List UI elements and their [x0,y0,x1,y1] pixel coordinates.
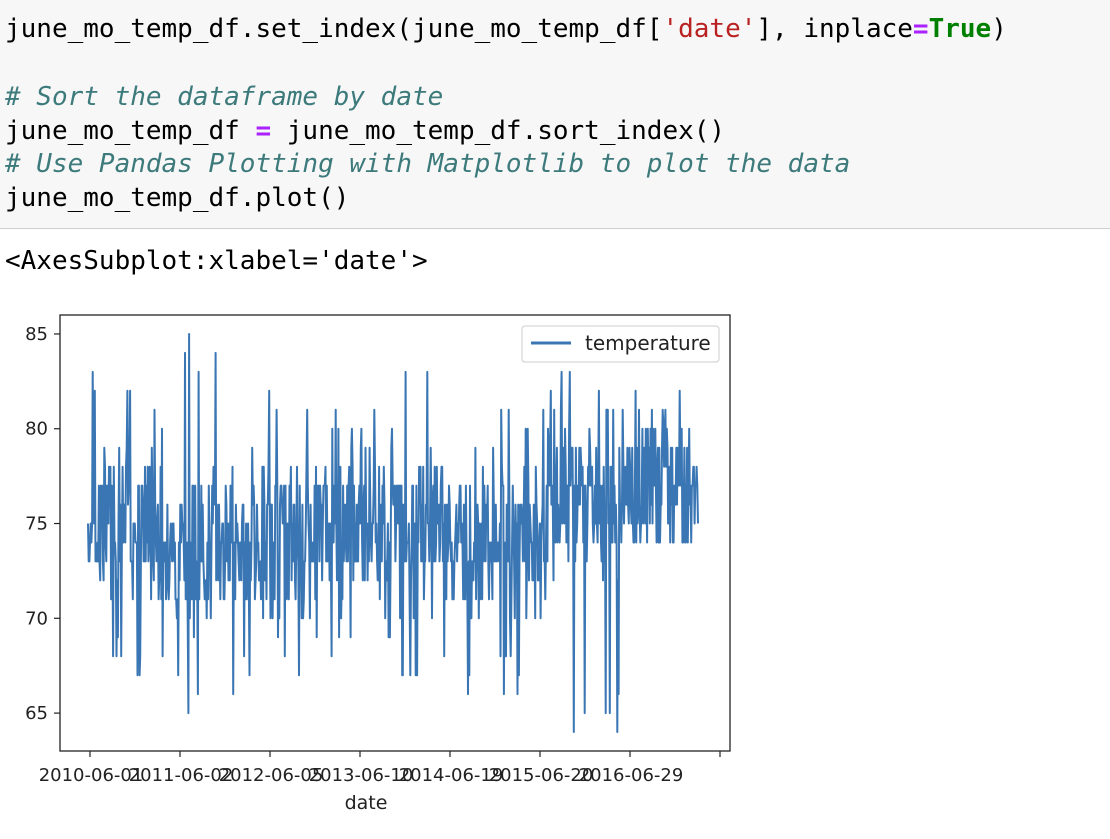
code-line-5: june_mo_temp_df.plot() [5,183,350,213]
code-token: june_mo_temp_df.set_index(june_mo_temp_d… [5,14,663,44]
code-token: june_mo_temp_df [5,116,256,146]
y-tick-label: 85 [25,324,48,345]
temperature-plot: 65 70 75 80 85 2010-06-012011-06-022012-06-0… [25,314,731,814]
x-axis-label: date [345,792,388,814]
code-line-3: june_mo_temp_df = june_mo_temp_df.sort_i… [5,115,725,147]
x-tick-label: 2014-06-19 [399,765,504,786]
x-tick-label: 2013-06-10 [309,765,414,786]
code-cell[interactable]: june_mo_temp_df.set_index(june_mo_temp_d… [0,0,1110,229]
x-tick-label: 2015-06-20 [489,765,594,786]
y-axis: 65 70 75 80 85 [25,324,60,724]
legend-box [521,325,720,363]
axes-frame [59,314,731,752]
code-comment-2: # Use Pandas Plotting with Matplotlib to… [5,149,851,179]
output-repr: <AxesSubplot:xlabel='date'> [5,246,428,276]
y-tick-label: 70 [25,608,48,629]
code-operator: = [912,14,929,44]
code-line-1: june_mo_temp_df.set_index(june_mo_temp_d… [5,13,1007,45]
x-tick-label: 2010-06-01 [39,765,144,786]
series-line-temperature [87,333,699,733]
code-comment-1: # Sort the dataframe by date [5,82,444,112]
y-tick-label: 75 [25,514,48,535]
code-token: ) [991,14,1007,44]
x-axis: 2010-06-012011-06-022012-06-052013-06-10… [39,751,721,786]
y-tick-label: 65 [25,703,48,724]
series-layer [87,333,699,733]
code-token: june_mo_temp_df.sort_index() [271,116,726,146]
x-tick-label: 2016-06-29 [579,765,684,786]
code-keyword: True [928,14,992,44]
y-tick-label: 80 [25,419,48,440]
legend-label: temperature [585,331,711,355]
code-string: 'date' [662,14,757,44]
x-tick-label: 2012-06-05 [219,765,324,786]
legend: temperature [521,325,720,363]
code-token: ], inplace [756,14,913,44]
x-tick-label: 2011-06-02 [129,765,234,786]
code-operator: = [255,116,272,146]
